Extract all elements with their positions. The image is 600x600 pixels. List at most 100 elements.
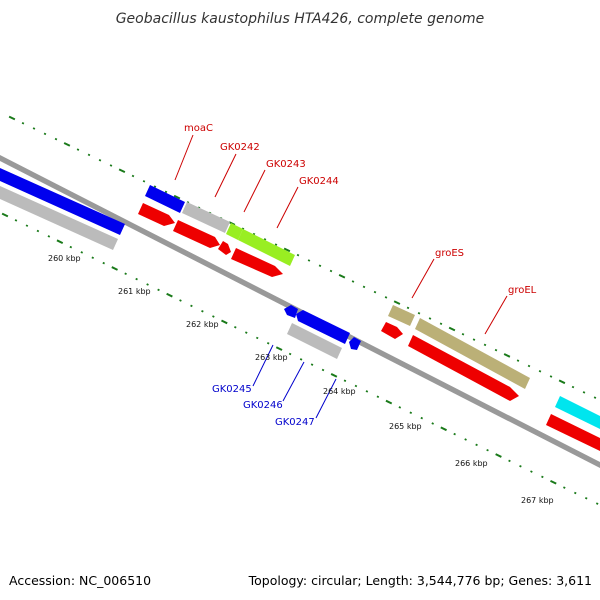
scale-tick: [234, 326, 237, 329]
leader-line: [315, 378, 337, 419]
scale-tick: [135, 277, 138, 281]
feature-bar[interactable]: [0, 168, 125, 235]
scale-tick: [201, 309, 204, 313]
label-leader-lines: [174, 134, 508, 419]
scale-tick: [299, 358, 303, 361]
feature-bar[interactable]: [226, 223, 243, 240]
scale-tick: [483, 343, 487, 347]
cds-arrow[interactable]: [173, 220, 220, 248]
gene-label-moac[interactable]: moaC: [184, 123, 213, 134]
scale-tick: [541, 475, 544, 479]
scale-tick: [571, 385, 575, 389]
leader-line: [282, 361, 305, 402]
scale-tick: [76, 148, 80, 151]
cds-arrow[interactable]: [138, 203, 175, 226]
scale-tick: [318, 264, 322, 267]
scale-ticks: [1, 115, 599, 505]
forward-cds: [138, 203, 600, 451]
gene-label-groel[interactable]: groEL: [508, 285, 537, 296]
scale-tick: [190, 304, 193, 308]
scale-tick: [310, 363, 314, 366]
scale-tick: [98, 158, 102, 162]
scale-tick: [307, 259, 311, 262]
cds-arrow[interactable]: [296, 310, 350, 344]
scale-tick: [21, 122, 25, 125]
scale-tick: [244, 331, 248, 334]
feature-bar[interactable]: [182, 202, 230, 233]
scale-tick: [431, 422, 434, 425]
scale-tick: [516, 359, 520, 362]
gene-label-gk0246[interactable]: GK0246: [243, 400, 283, 411]
scale-tick: [36, 229, 40, 233]
scale-tick: [131, 174, 135, 178]
scale-tick: [538, 369, 542, 373]
scale-tick: [221, 319, 228, 325]
scale-tick: [14, 219, 18, 222]
gene-label-gk0242[interactable]: GK0242: [220, 142, 260, 153]
scale-tick: [8, 115, 16, 121]
scale-tick: [558, 379, 566, 385]
scale-label: 263 kbp: [255, 353, 288, 362]
gene-label-groes[interactable]: groES: [435, 248, 464, 259]
scale-tick: [87, 153, 91, 157]
backbone: [0, 155, 600, 468]
scale-tick: [595, 502, 599, 505]
cds-arrow[interactable]: [284, 305, 298, 318]
scale-tick: [409, 411, 413, 415]
scale-labels: 260 kbp 261 kbp 262 kbp 263 kbp 264 kbp 265 k…: [48, 254, 554, 505]
scale-tick: [266, 342, 270, 345]
gene-label-gk0244[interactable]: GK0244: [299, 176, 339, 187]
scale-tick: [550, 479, 557, 485]
feature-bar[interactable]: [238, 229, 295, 266]
scale-tick: [275, 346, 283, 351]
scale-tick: [157, 288, 160, 292]
feature-bar[interactable]: [388, 305, 415, 326]
cds-arrow[interactable]: [408, 335, 519, 401]
cds-arrow[interactable]: [381, 322, 403, 339]
scale-tick: [582, 391, 586, 394]
scale-tick: [393, 300, 401, 305]
scale-tick: [32, 127, 36, 130]
cds-arrow[interactable]: [546, 414, 600, 451]
cds-arrow[interactable]: [218, 241, 231, 255]
scale-tick: [373, 290, 377, 294]
scale-tick: [330, 373, 338, 378]
cds-arrow[interactable]: [349, 337, 361, 350]
scale-tick: [420, 416, 424, 420]
scale-tick: [494, 348, 498, 352]
scale-tick: [91, 256, 95, 260]
feature-bar[interactable]: [415, 318, 530, 389]
scale-tick: [475, 443, 478, 447]
leader-line: [214, 153, 237, 198]
scale-tick: [448, 326, 456, 332]
scale-tick: [212, 315, 215, 318]
leader-line: [174, 134, 194, 181]
scale-tick: [166, 292, 173, 298]
scale-tick: [472, 338, 476, 341]
feature-bar[interactable]: [145, 185, 185, 213]
map-title: Geobacillus kaustophilus HTA426, complet…: [116, 11, 485, 27]
gene-labels: moaC GK0242 GK0243 GK0244 groES groEL GK0245 GK…: [184, 123, 537, 428]
cds-arrow[interactable]: [231, 248, 283, 277]
gene-label-gk0247[interactable]: GK0247: [275, 417, 315, 428]
scale-tick: [338, 273, 346, 279]
leader-line: [243, 169, 266, 213]
scale-tick: [288, 352, 292, 356]
scale-tick: [362, 285, 366, 289]
scale-tick: [255, 336, 259, 340]
gene-label-gk0243[interactable]: GK0243: [266, 159, 306, 170]
feature-bar[interactable]: [0, 186, 118, 250]
scale-tick: [519, 464, 522, 468]
scale-tick: [503, 353, 511, 358]
feature-bar[interactable]: [555, 396, 600, 429]
scale-tick: [453, 432, 456, 436]
scale-tick: [252, 232, 256, 236]
scale-label: 262 kbp: [186, 320, 219, 329]
scale-tick: [365, 390, 369, 393]
scale-tick: [142, 180, 146, 183]
scale-tick: [573, 491, 577, 495]
feature-bar[interactable]: [287, 323, 342, 359]
scale-tick: [406, 306, 410, 310]
scale-tick: [274, 243, 278, 246]
gene-label-gk0245[interactable]: GK0245: [212, 384, 252, 395]
